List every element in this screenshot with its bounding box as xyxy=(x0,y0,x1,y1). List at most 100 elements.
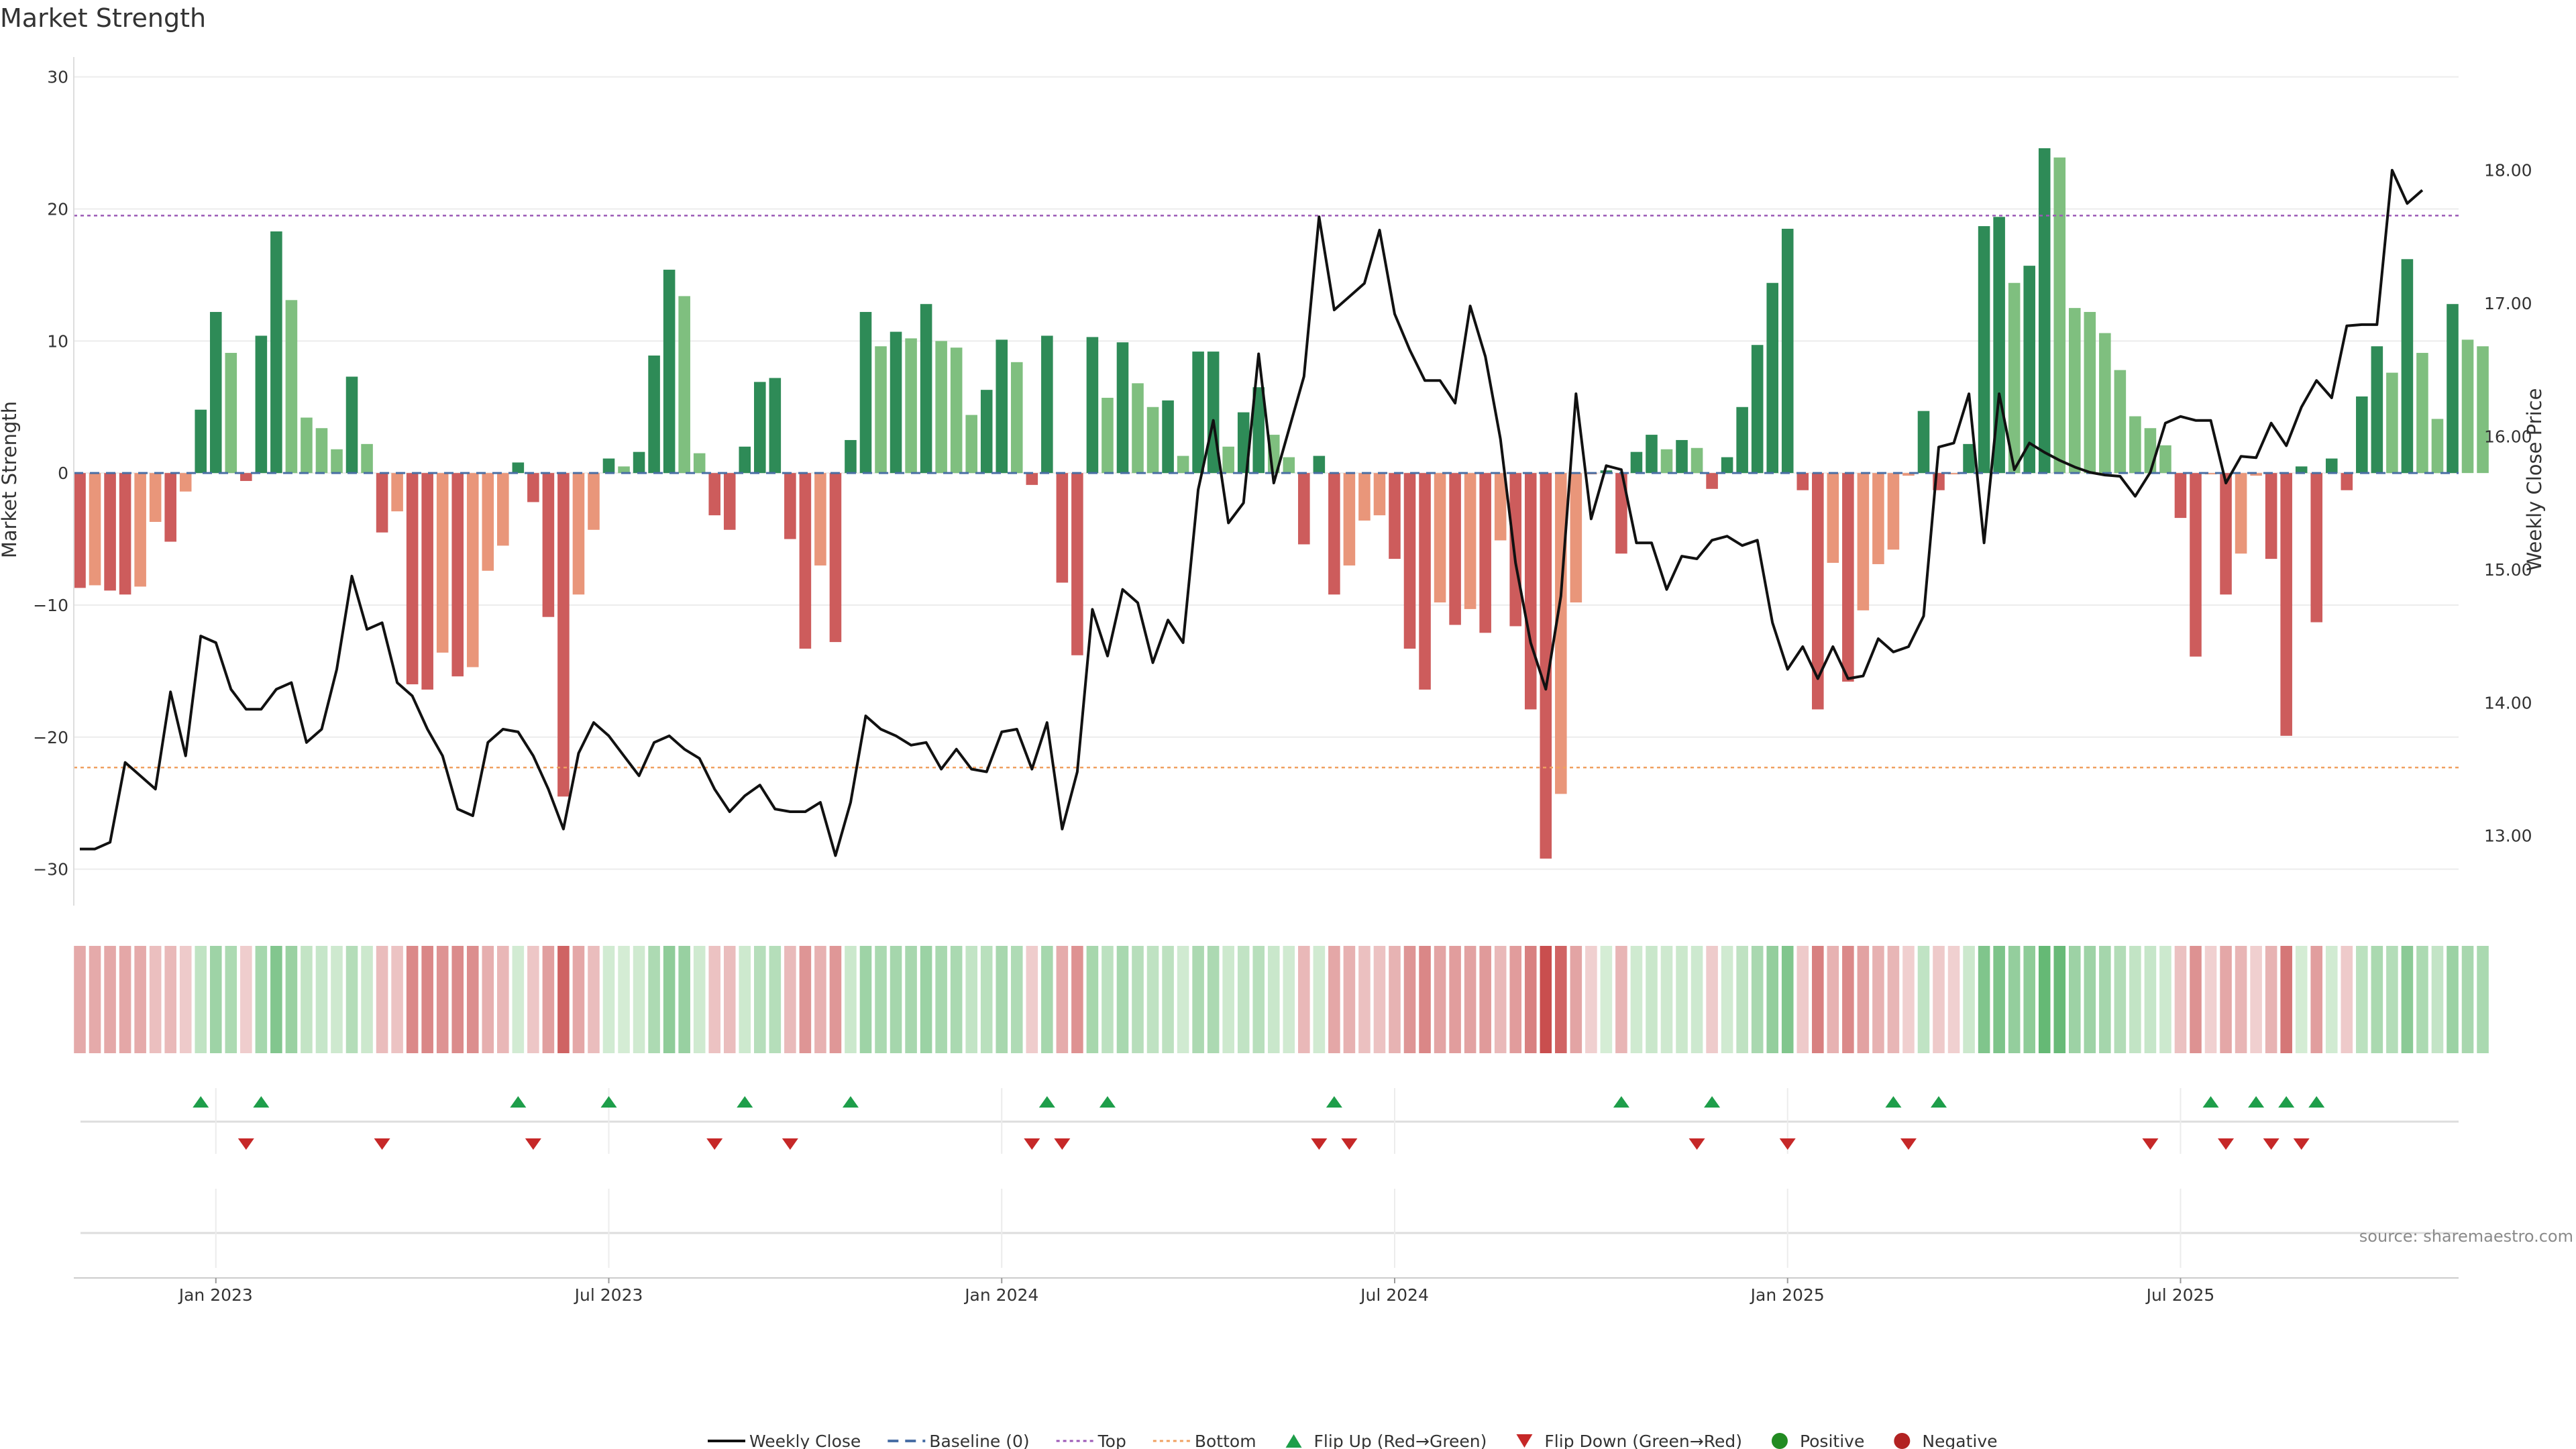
heat-cell xyxy=(1796,946,1809,1053)
heat-cell xyxy=(2190,946,2202,1053)
heat-cell xyxy=(1328,946,1340,1053)
strength-bar xyxy=(1252,387,1265,474)
strength-bar xyxy=(890,331,902,474)
heat-cell xyxy=(2431,946,2444,1053)
strength-bar xyxy=(2325,458,2338,474)
heat-cell xyxy=(1177,946,1189,1053)
strength-bar xyxy=(2461,339,2474,474)
heat-cell xyxy=(648,946,660,1053)
strength-bar xyxy=(2401,259,2414,474)
strength-bar xyxy=(2265,473,2277,559)
heat-cell xyxy=(1902,946,1915,1053)
strength-bar xyxy=(255,335,268,474)
legend-item: Flip Down (Green→Red) xyxy=(1516,1432,1742,1449)
strength-bar xyxy=(512,462,525,474)
strength-bar xyxy=(1857,473,1870,610)
heat-cell xyxy=(1494,946,1507,1053)
strength-bar xyxy=(1842,473,1854,682)
strength-bar xyxy=(1600,470,1613,474)
strength-bar xyxy=(1237,412,1250,474)
heat-cell xyxy=(134,946,146,1053)
heat-cell xyxy=(1086,946,1099,1053)
heat-cell xyxy=(149,946,162,1053)
heat-cell xyxy=(950,946,963,1053)
strength-bar xyxy=(1721,457,1733,474)
flip-up-marker xyxy=(1099,1096,1116,1108)
heat-cell xyxy=(2038,946,2051,1053)
strength-bar xyxy=(739,446,751,474)
strength-bar xyxy=(1812,473,1824,710)
strength-bar xyxy=(2371,346,2383,474)
strength-bar xyxy=(965,415,977,474)
heat-cell xyxy=(1887,946,1900,1053)
heat-cell xyxy=(285,946,298,1053)
heat-cell xyxy=(542,946,555,1053)
x-tick-label: Jul 2023 xyxy=(574,1285,643,1305)
y2-tick-label: 18.00 xyxy=(2484,161,2532,180)
strength-bar xyxy=(829,473,842,643)
y2-axis-label: Weekly Close Price xyxy=(2523,388,2546,572)
flip-down-marker xyxy=(1779,1138,1796,1150)
strength-bar xyxy=(1887,473,1900,550)
strength-bar xyxy=(1570,473,1582,603)
strength-bar xyxy=(784,473,796,539)
heat-cell xyxy=(875,946,887,1053)
legend-label: Top xyxy=(1097,1432,1126,1449)
heat-cell xyxy=(2356,946,2368,1053)
strength-bar xyxy=(1917,411,1930,474)
heat-cell xyxy=(2461,946,2474,1053)
heat-cell xyxy=(1585,946,1597,1053)
flip-down-marker xyxy=(1341,1138,1358,1150)
heat-cell xyxy=(240,946,252,1053)
flip-down-marker xyxy=(706,1138,723,1150)
heat-cell xyxy=(739,946,751,1053)
y-tick-label: 0 xyxy=(58,464,68,483)
strength-bar xyxy=(1146,407,1159,474)
strength-bar xyxy=(1298,473,1310,545)
reference-lines xyxy=(74,215,2459,769)
strength-bar xyxy=(1177,455,1189,474)
heat-cell xyxy=(2129,946,2141,1053)
legend-item: Top xyxy=(1056,1432,1126,1449)
strength-bar xyxy=(2144,428,2157,474)
flip-up-marker xyxy=(737,1096,753,1108)
strength-bar xyxy=(1192,352,1204,474)
strength-bar xyxy=(345,376,358,474)
y2-tick-label: 13.00 xyxy=(2484,826,2532,846)
strength-bar xyxy=(209,312,222,474)
strength-bar xyxy=(1872,473,1884,564)
strength-bar xyxy=(164,473,176,542)
strength-bar xyxy=(1403,473,1416,649)
strength-bar xyxy=(119,473,131,595)
strength-bar xyxy=(421,473,433,690)
heat-cell xyxy=(2386,946,2398,1053)
heat-cell xyxy=(406,946,419,1053)
strength-bar xyxy=(2129,416,2141,474)
strength-bar xyxy=(1751,345,1764,474)
strength-bar xyxy=(2114,370,2127,474)
y-tick-label: 30 xyxy=(47,68,68,87)
strength-bar xyxy=(149,473,162,522)
heat-cell xyxy=(1434,946,1446,1053)
strength-bar xyxy=(1222,446,1234,474)
strength-bar xyxy=(1026,473,1038,485)
legend-label: Flip Up (Red→Green) xyxy=(1314,1432,1487,1449)
strength-bar xyxy=(1419,473,1431,690)
heat-cell xyxy=(1615,946,1627,1053)
strength-bar xyxy=(723,473,736,530)
strength-bar xyxy=(1676,439,1688,474)
heat-cell xyxy=(633,946,645,1053)
strength-bar xyxy=(1524,473,1537,710)
heat-cell xyxy=(2099,946,2111,1053)
heat-cell xyxy=(1917,946,1930,1053)
heat-cell xyxy=(829,946,842,1053)
strength-bar xyxy=(2190,473,2202,657)
flip-up-marker xyxy=(842,1096,859,1108)
heat-cell xyxy=(195,946,207,1053)
strength-bar xyxy=(1449,473,1461,625)
strength-bar xyxy=(1464,473,1477,609)
strength-bar xyxy=(391,473,403,512)
flip-up-marker xyxy=(1885,1096,1902,1108)
strength-bar xyxy=(1978,226,1990,474)
strength-bar xyxy=(2386,372,2398,474)
